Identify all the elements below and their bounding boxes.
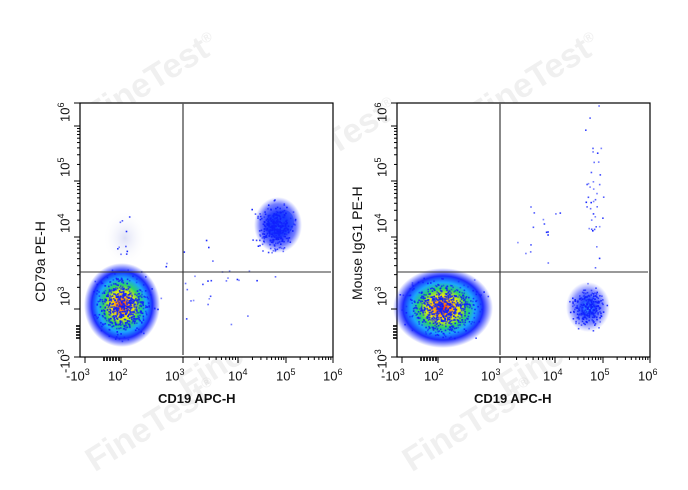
- x-tick-label: 102: [108, 367, 128, 384]
- x-tick-label: 102: [424, 367, 444, 384]
- x-axis-label: CD19 APC-H: [158, 391, 236, 406]
- x-tick-label: 103: [481, 367, 501, 384]
- y-tick-label: 104: [373, 213, 390, 233]
- x-tick-label: 105: [590, 367, 610, 384]
- population-lower-left: [393, 268, 493, 348]
- x-tick-label: 106: [638, 367, 658, 384]
- x-tick-label: -103: [66, 367, 90, 384]
- y-axis-label: Mouse IgG1 PE-H: [349, 186, 365, 300]
- x-tick-label: 103: [165, 367, 185, 384]
- plot-area: [74, 102, 334, 363]
- plot-cd79a: 106 105 104 103 -103 CD79a PE-H -103 102…: [32, 102, 343, 406]
- y-tick-label: 106: [373, 102, 390, 122]
- y-tick-label: 105: [373, 157, 390, 177]
- x-tick-label: 105: [276, 367, 296, 384]
- x-tick-label: -103: [381, 367, 405, 384]
- x-tick-label: 104: [543, 367, 563, 384]
- x-tick-label: 106: [323, 367, 343, 384]
- x-axis-label: CD19 APC-H: [474, 391, 552, 406]
- y-tick-label: 103: [373, 286, 390, 306]
- x-tick-label: 104: [228, 367, 248, 384]
